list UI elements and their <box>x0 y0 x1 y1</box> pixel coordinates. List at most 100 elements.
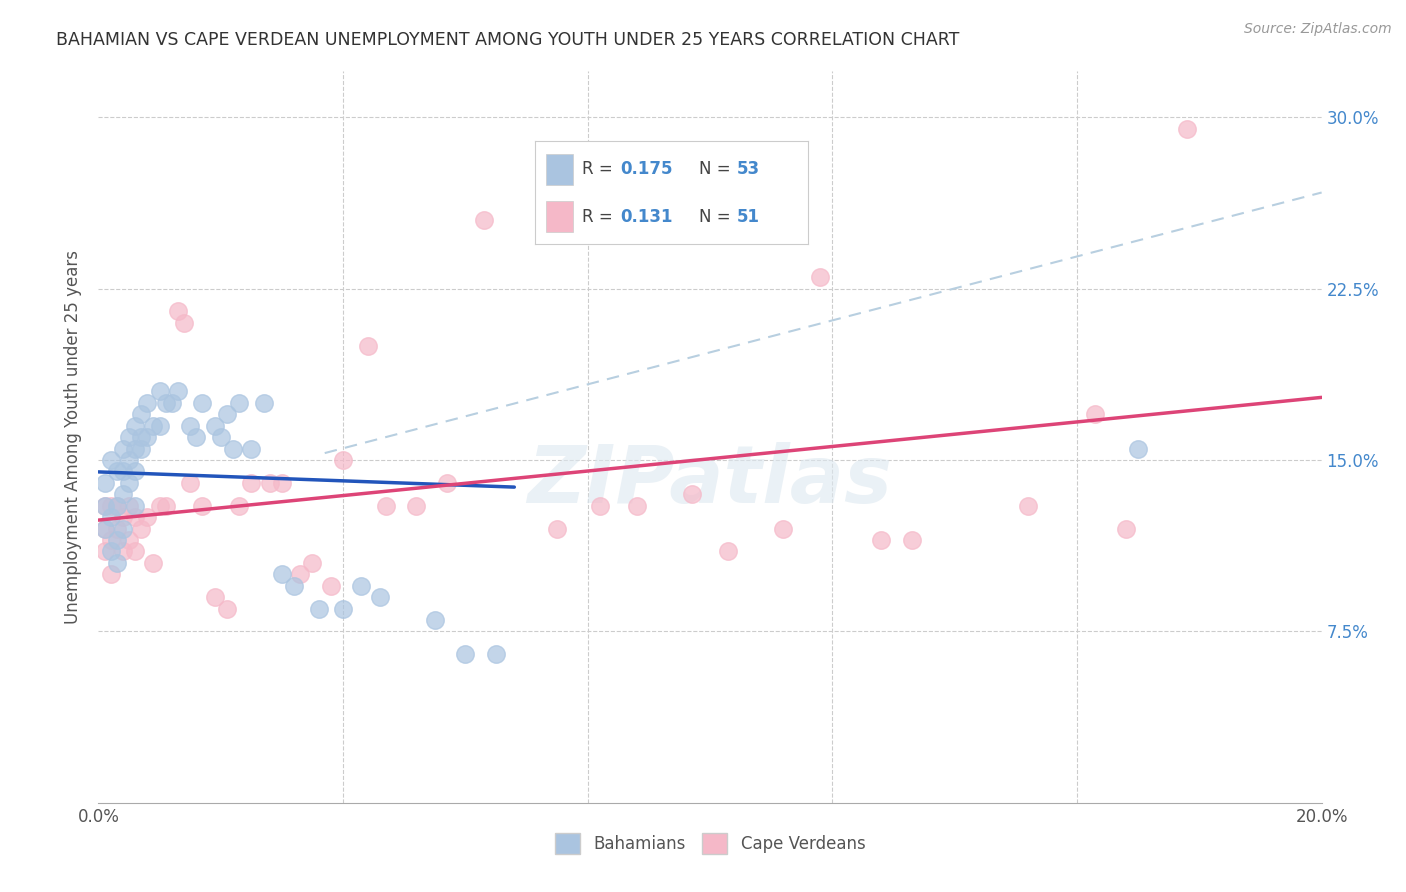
Point <box>136 396 159 410</box>
Text: N =: N = <box>699 208 735 226</box>
Point <box>179 418 201 433</box>
Point <box>118 430 141 444</box>
Point <box>167 384 190 399</box>
Point <box>105 533 128 547</box>
Point <box>436 475 458 490</box>
Point <box>191 396 214 410</box>
Point <box>111 442 134 456</box>
Point <box>472 213 495 227</box>
Point <box>215 601 238 615</box>
Point <box>186 430 208 444</box>
Point <box>136 430 159 444</box>
Point <box>149 499 172 513</box>
Point <box>105 556 128 570</box>
Point <box>160 396 183 410</box>
Point <box>100 453 122 467</box>
Point <box>350 579 373 593</box>
Point <box>124 442 146 456</box>
Text: R =: R = <box>582 161 617 178</box>
Point <box>589 499 612 513</box>
Text: BAHAMIAN VS CAPE VERDEAN UNEMPLOYMENT AMONG YOUTH UNDER 25 YEARS CORRELATION CHA: BAHAMIAN VS CAPE VERDEAN UNEMPLOYMENT AM… <box>56 31 960 49</box>
Point <box>1115 521 1137 535</box>
Point <box>124 464 146 478</box>
Point <box>136 510 159 524</box>
Point <box>301 556 323 570</box>
Point <box>124 544 146 558</box>
Point <box>283 579 305 593</box>
FancyBboxPatch shape <box>546 153 574 185</box>
Point <box>155 396 177 410</box>
FancyBboxPatch shape <box>546 201 574 232</box>
Point <box>105 464 128 478</box>
Text: 53: 53 <box>737 161 761 178</box>
Point <box>105 521 128 535</box>
Point <box>118 453 141 467</box>
Point <box>332 601 354 615</box>
Point <box>240 475 263 490</box>
Point <box>204 418 226 433</box>
Text: 51: 51 <box>737 208 759 226</box>
Point <box>368 590 391 604</box>
Point <box>129 442 152 456</box>
Point <box>167 304 190 318</box>
Point <box>546 521 568 535</box>
Point <box>100 499 122 513</box>
Point <box>129 407 152 421</box>
Text: N =: N = <box>699 161 735 178</box>
Point <box>100 510 122 524</box>
Point <box>423 613 446 627</box>
Point <box>1128 442 1150 456</box>
Y-axis label: Unemployment Among Youth under 25 years: Unemployment Among Youth under 25 years <box>65 250 83 624</box>
Point <box>105 499 128 513</box>
Point <box>209 430 232 444</box>
Point <box>179 475 201 490</box>
Point <box>1175 121 1198 136</box>
Point <box>405 499 427 513</box>
Point <box>105 499 128 513</box>
Point <box>93 521 115 535</box>
Text: 0.131: 0.131 <box>620 208 672 226</box>
Point <box>124 510 146 524</box>
Point <box>111 544 134 558</box>
Point <box>93 475 115 490</box>
Point <box>332 453 354 467</box>
Text: R =: R = <box>582 208 617 226</box>
Point <box>111 521 134 535</box>
Point <box>118 533 141 547</box>
Point <box>290 567 312 582</box>
Point <box>228 499 250 513</box>
Text: ZIPatlas: ZIPatlas <box>527 442 893 520</box>
Point <box>149 384 172 399</box>
Point <box>228 396 250 410</box>
Point <box>808 270 831 285</box>
Text: Source: ZipAtlas.com: Source: ZipAtlas.com <box>1244 22 1392 37</box>
Point <box>1084 407 1107 421</box>
Point <box>118 475 141 490</box>
Point <box>901 533 924 547</box>
Point <box>374 499 396 513</box>
Point <box>129 521 152 535</box>
Point <box>215 407 238 421</box>
Point <box>222 442 245 456</box>
Point <box>772 521 794 535</box>
Point <box>191 499 214 513</box>
Point <box>259 475 281 490</box>
Point <box>173 316 195 330</box>
Point <box>111 510 134 524</box>
Point <box>100 567 122 582</box>
Point <box>111 464 134 478</box>
Point <box>124 499 146 513</box>
Point <box>356 338 378 352</box>
Point <box>93 521 115 535</box>
Point <box>485 647 508 661</box>
Point <box>1017 499 1039 513</box>
Point <box>93 544 115 558</box>
Point <box>100 544 122 558</box>
Point <box>100 533 122 547</box>
Point <box>870 533 893 547</box>
Point <box>142 556 165 570</box>
Point <box>308 601 330 615</box>
Text: 0.175: 0.175 <box>620 161 672 178</box>
Point <box>124 418 146 433</box>
Point <box>637 178 661 193</box>
